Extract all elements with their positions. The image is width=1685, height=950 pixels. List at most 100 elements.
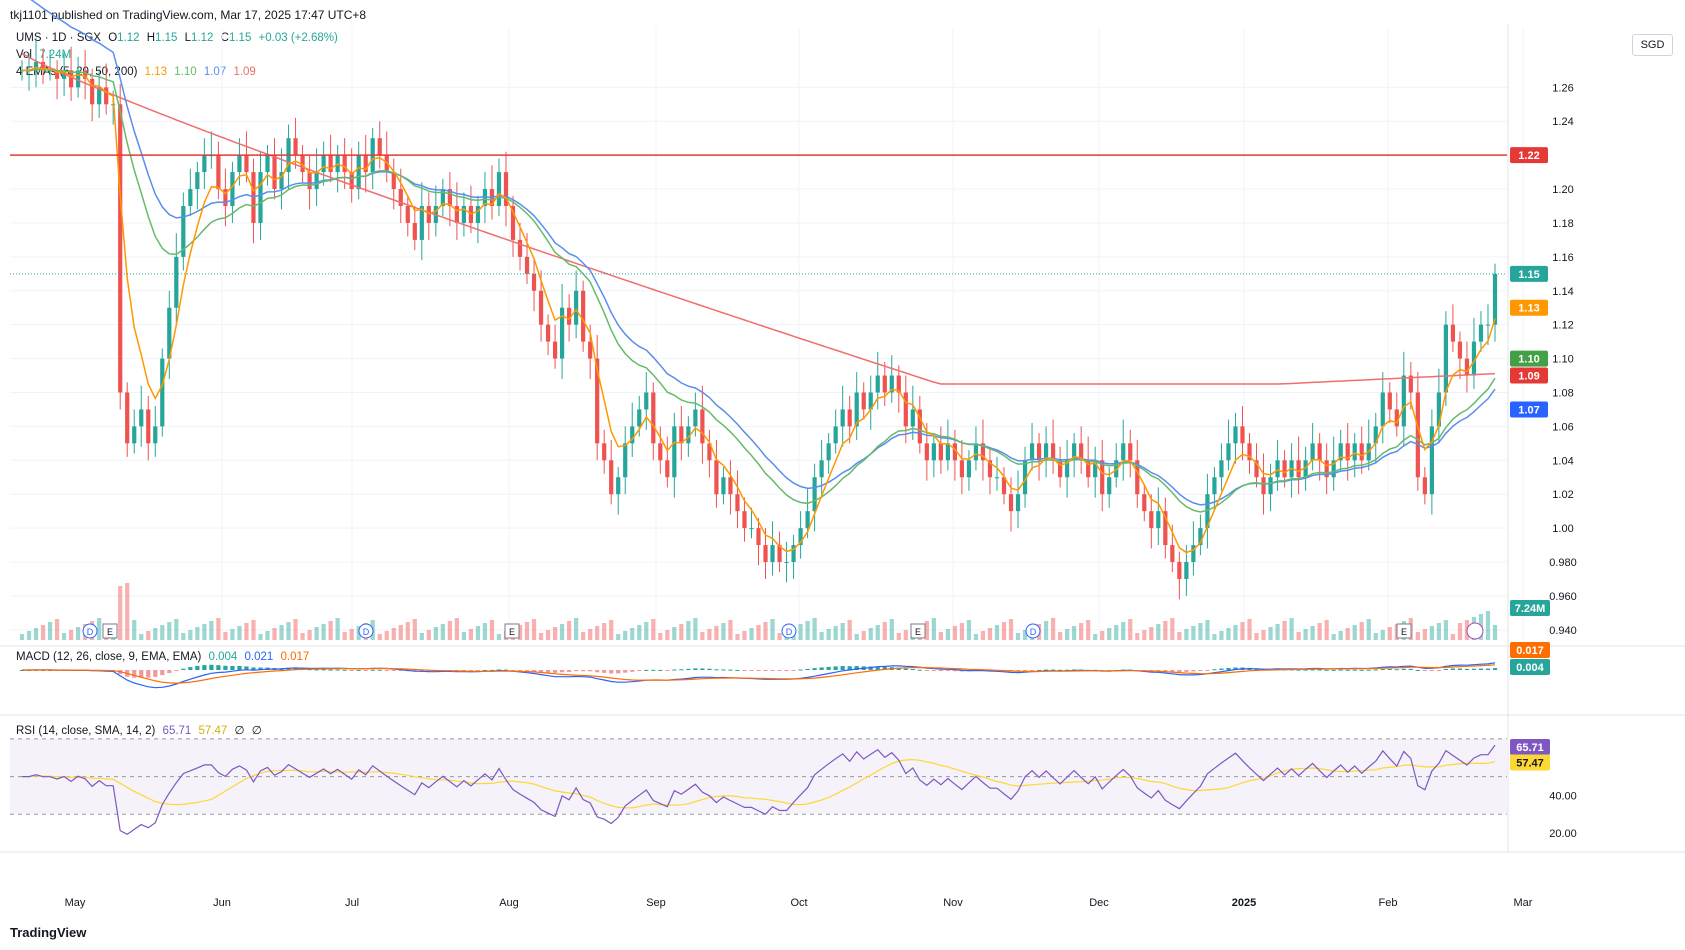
macd-histogram-bar [1352, 669, 1357, 671]
price-tag-label: 1.10 [1518, 354, 1539, 366]
price-tick-label: 1.00 [1552, 523, 1573, 535]
volume-bar [167, 622, 172, 640]
candle-body [1408, 375, 1413, 393]
earnings-marker-label: E [107, 627, 113, 637]
volume-bar [552, 627, 558, 640]
macd-histogram-bar [1401, 668, 1406, 670]
macd-histogram-bar [1022, 670, 1028, 671]
volume-bar [531, 619, 537, 640]
macd-histogram-bar [833, 666, 838, 670]
volume-bar [1156, 624, 1161, 640]
symbol-label[interactable]: UMS · 1D · SGX [16, 32, 101, 44]
candle-body [524, 256, 530, 274]
volume-bar [630, 628, 635, 640]
rsi-label[interactable]: RSI (14, close, SMA, 14, 2) [16, 725, 156, 737]
volume-bar [966, 620, 972, 640]
macd-histogram-bar [468, 670, 474, 671]
time-tick-label: Nov [943, 897, 963, 909]
candle-body [391, 172, 396, 190]
volume-bar [19, 634, 25, 640]
volume-bar [651, 619, 656, 640]
macd-histogram-bar [903, 668, 908, 670]
macd-histogram-bar [945, 670, 950, 672]
macd-histogram-bar [882, 666, 887, 670]
volume-bar [1184, 629, 1189, 640]
macd-histogram-bar [559, 670, 565, 673]
volume-bar [1022, 630, 1028, 640]
candle-body [777, 545, 782, 563]
candle-body [574, 290, 579, 325]
candle-body [1275, 460, 1280, 478]
candle-body [510, 206, 516, 240]
macd-histogram-bar [146, 670, 151, 678]
volume-bar [181, 633, 186, 640]
macd-histogram-bar [1436, 670, 1441, 671]
volume-bar [1198, 623, 1203, 640]
volume-bar [342, 632, 347, 640]
volume-bar [54, 619, 60, 640]
volume-bar [482, 623, 488, 640]
candle-body [1128, 443, 1133, 461]
macd-tag-label: 0.004 [1516, 662, 1544, 674]
volume-bar [1043, 621, 1049, 640]
candle-body [1380, 392, 1385, 427]
earnings-marker-label: E [1401, 627, 1407, 637]
volume-bar [1100, 631, 1105, 640]
candle-body [1240, 426, 1245, 444]
candle-body [1226, 443, 1231, 461]
macd-tag-label: 0.017 [1516, 645, 1544, 657]
candle-body [833, 426, 838, 444]
volume-bar [693, 618, 698, 640]
candle-body [237, 155, 242, 173]
macd-histogram-bar [1205, 670, 1210, 671]
volume-bar [840, 623, 845, 640]
macd-histogram-bar [188, 667, 193, 670]
candle-body [700, 409, 705, 444]
candle-body [517, 239, 523, 257]
rsi-value: 65.71 [162, 725, 192, 737]
macd-histogram-bar [1212, 669, 1217, 671]
ema50-value: 1.07 [203, 66, 227, 78]
candle-body [496, 172, 502, 207]
candle-body [651, 392, 656, 444]
candle-body [861, 392, 866, 410]
volume-bar [293, 619, 298, 640]
candle-body [33, 61, 39, 71]
macd-histogram-bar [489, 669, 495, 671]
volume-bar [581, 632, 586, 640]
macd-histogram-bar [153, 670, 158, 677]
macd-histogram-bar [475, 670, 481, 671]
volume-bar [1303, 629, 1308, 640]
macd-histogram-bar [777, 670, 782, 671]
candle-body [1036, 443, 1042, 461]
candle-body [54, 70, 60, 79]
volume-bar [188, 630, 193, 640]
candle-body [363, 155, 368, 173]
macd-histogram-bar [1156, 670, 1161, 672]
macd-label[interactable]: MACD (12, 26, close, 9, EMA, EMA) [16, 651, 202, 663]
macd-histogram-bar [637, 670, 642, 671]
candle-body [1485, 324, 1491, 326]
volume-bar [1282, 621, 1287, 640]
candle-body [889, 375, 894, 393]
candle-body [1079, 443, 1084, 461]
macd-histogram-bar [132, 670, 137, 678]
volume-bar [987, 628, 993, 640]
volume-bar [1436, 623, 1441, 640]
candle-body [503, 172, 509, 207]
candle-body [76, 70, 81, 88]
macd-histogram-bar [209, 664, 214, 670]
macd-histogram-bar [630, 670, 635, 672]
candle-body [1163, 511, 1168, 546]
candle-body [1247, 443, 1252, 461]
candle-body [1065, 460, 1070, 478]
currency-button[interactable]: SGD [1632, 34, 1673, 56]
volume-bar [489, 620, 495, 640]
volume-bar [468, 629, 474, 640]
high-value: 1.15 [155, 32, 178, 44]
candle-body [903, 392, 908, 427]
volume-bar [1289, 618, 1294, 640]
tradingview-logo: TradingView [10, 925, 86, 940]
candle-body [279, 172, 284, 190]
